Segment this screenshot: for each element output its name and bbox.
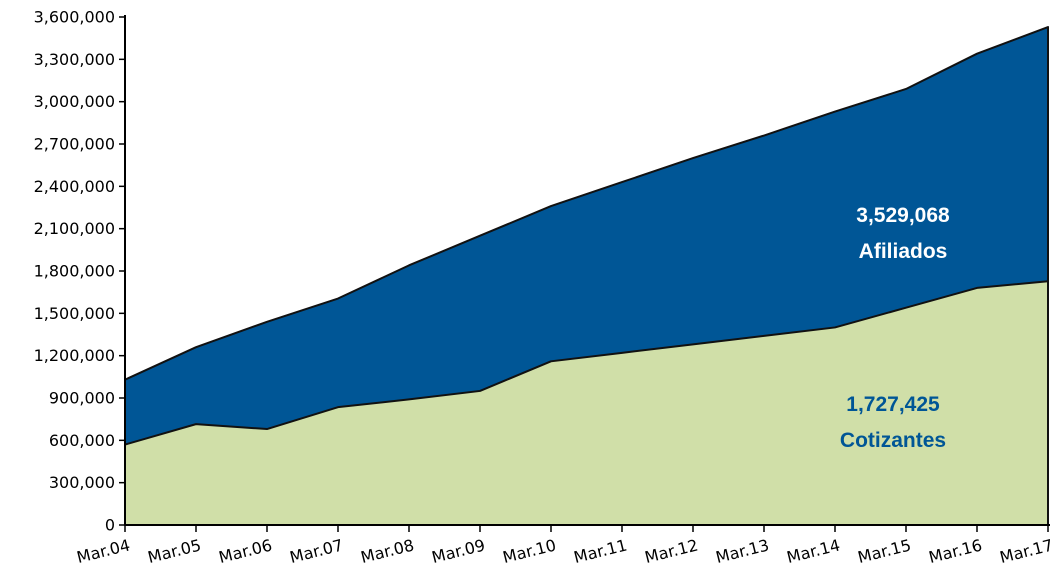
chart-annotations: 3,529,068 Afiliados 1,727,425 Cotizantes bbox=[840, 204, 950, 452]
cotizantes-value-label: 1,727,425 bbox=[846, 393, 940, 416]
y-tick-label: 600,000 bbox=[49, 431, 115, 450]
x-tick-label: Mar.09 bbox=[430, 535, 487, 567]
x-tick-label: Mar.17 bbox=[998, 535, 1051, 567]
y-tick-label: 2,700,000 bbox=[34, 135, 115, 154]
afiliados-series-label: Afiliados bbox=[859, 240, 948, 263]
y-tick-label: 1,500,000 bbox=[34, 304, 115, 323]
x-tick-label: Mar.07 bbox=[288, 535, 345, 567]
x-tick-label: Mar.08 bbox=[359, 535, 416, 567]
cotizantes-area bbox=[124, 280, 1049, 526]
x-tick-label: Mar.05 bbox=[146, 535, 203, 567]
x-axis-ticks: Mar.04 Mar.05 Mar.06 Mar.07 Mar.08 Mar.09 Mar.… bbox=[75, 525, 1051, 567]
x-tick-label: Mar.16 bbox=[927, 535, 984, 567]
y-tick-label: 3,600,000 bbox=[34, 8, 115, 27]
y-tick-label: 0 bbox=[105, 516, 115, 535]
chart-areas bbox=[124, 26, 1049, 526]
x-tick-label: Mar.11 bbox=[572, 535, 629, 567]
x-tick-label: Mar.15 bbox=[856, 535, 913, 567]
y-tick-label: 3,300,000 bbox=[34, 50, 115, 69]
x-tick-label: Mar.04 bbox=[75, 535, 132, 567]
x-tick-label: Mar.14 bbox=[785, 535, 842, 567]
y-axis-ticks: 0 300,000 600,000 900,000 1,200,000 1,500,000… bbox=[34, 8, 125, 535]
x-tick-label: Mar.06 bbox=[217, 535, 274, 567]
cotizantes-series-label: Cotizantes bbox=[840, 429, 946, 452]
y-tick-label: 300,000 bbox=[49, 473, 115, 492]
x-tick-label: Mar.13 bbox=[714, 535, 771, 567]
y-tick-label: 1,200,000 bbox=[34, 346, 115, 365]
y-tick-label: 2,100,000 bbox=[34, 219, 115, 238]
y-tick-label: 900,000 bbox=[49, 389, 115, 408]
y-tick-label: 3,000,000 bbox=[34, 92, 115, 111]
afiliados-value-label: 3,529,068 bbox=[856, 204, 950, 227]
x-tick-label: Mar.12 bbox=[643, 535, 700, 567]
y-tick-label: 1,800,000 bbox=[34, 262, 115, 281]
y-tick-label: 2,400,000 bbox=[34, 177, 115, 196]
x-tick-label: Mar.10 bbox=[501, 535, 558, 567]
